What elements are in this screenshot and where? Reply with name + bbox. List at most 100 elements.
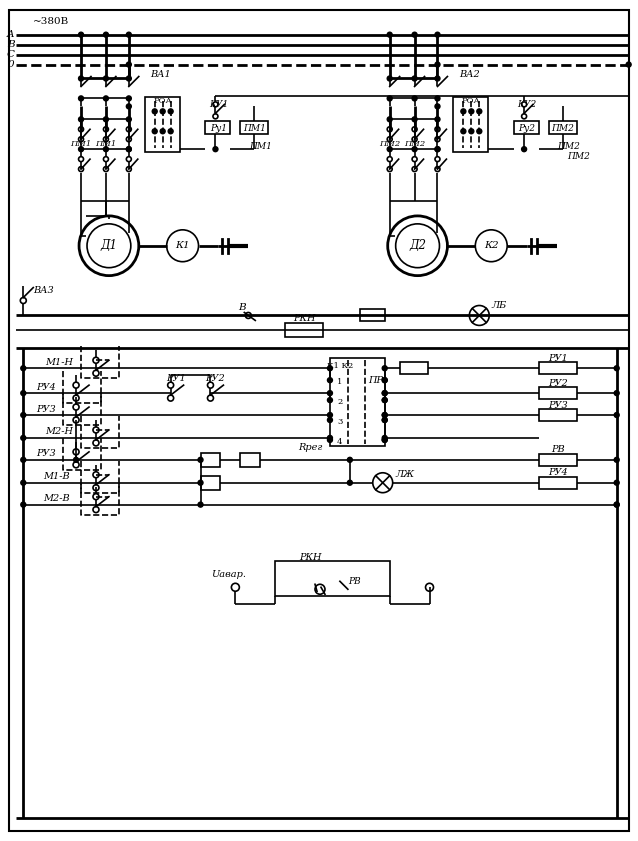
Text: 3: 3 <box>338 418 343 426</box>
Circle shape <box>412 146 417 151</box>
Text: 4: 4 <box>337 438 343 446</box>
Circle shape <box>412 156 417 161</box>
Circle shape <box>21 436 26 441</box>
Circle shape <box>78 167 84 172</box>
Circle shape <box>93 506 99 513</box>
Circle shape <box>435 146 440 151</box>
Bar <box>145 98 180 152</box>
Circle shape <box>103 167 108 172</box>
Circle shape <box>126 167 131 172</box>
Circle shape <box>522 114 526 119</box>
Text: ЛЖ: ЛЖ <box>395 470 414 479</box>
Circle shape <box>522 146 526 151</box>
Text: КУ1: КУ1 <box>209 100 228 108</box>
Text: РУ1: РУ1 <box>166 373 186 383</box>
Circle shape <box>327 378 332 383</box>
Circle shape <box>412 32 417 37</box>
Circle shape <box>93 494 99 500</box>
Bar <box>275 562 390 596</box>
Circle shape <box>387 146 392 151</box>
Circle shape <box>435 167 440 172</box>
Circle shape <box>198 502 203 507</box>
Circle shape <box>412 167 417 172</box>
Bar <box>241 452 260 467</box>
Circle shape <box>78 32 84 37</box>
Text: РВ: РВ <box>551 446 565 454</box>
Circle shape <box>396 224 440 267</box>
Bar <box>360 309 385 321</box>
Text: РУ4: РУ4 <box>548 468 568 478</box>
Bar <box>539 477 577 489</box>
Circle shape <box>614 390 619 395</box>
Text: РУ4: РУ4 <box>36 383 56 392</box>
Circle shape <box>93 370 99 376</box>
Circle shape <box>213 146 218 151</box>
Circle shape <box>73 462 79 468</box>
Circle shape <box>160 129 165 134</box>
Circle shape <box>382 378 387 383</box>
Circle shape <box>198 480 203 485</box>
Circle shape <box>477 108 482 114</box>
Text: ВА3: ВА3 <box>33 286 54 295</box>
Circle shape <box>126 137 131 142</box>
Circle shape <box>21 390 26 395</box>
Circle shape <box>103 117 108 122</box>
Circle shape <box>461 129 466 134</box>
Text: Uавар.: Uавар. <box>211 570 246 579</box>
Circle shape <box>470 305 489 325</box>
Circle shape <box>387 32 392 37</box>
Circle shape <box>207 395 214 401</box>
Circle shape <box>126 32 131 37</box>
Text: ПМ1: ПМ1 <box>95 140 117 148</box>
Text: ВА2: ВА2 <box>459 70 480 79</box>
Circle shape <box>469 129 474 134</box>
Text: ПМ2: ПМ2 <box>567 151 590 161</box>
Text: ПМ1: ПМ1 <box>249 141 272 151</box>
Circle shape <box>103 96 108 101</box>
Circle shape <box>152 108 157 114</box>
Circle shape <box>426 584 433 591</box>
Circle shape <box>382 437 387 442</box>
Circle shape <box>387 76 392 81</box>
Circle shape <box>78 117 84 122</box>
Circle shape <box>315 584 325 595</box>
Text: М2-Н: М2-Н <box>45 427 73 436</box>
Circle shape <box>469 108 474 114</box>
Bar <box>454 98 488 152</box>
Circle shape <box>126 127 131 132</box>
Circle shape <box>435 117 440 122</box>
Circle shape <box>412 137 417 142</box>
Text: Rрег: Rрег <box>298 443 322 452</box>
Circle shape <box>213 102 218 107</box>
Circle shape <box>435 146 440 151</box>
Circle shape <box>382 417 387 422</box>
Circle shape <box>168 395 174 401</box>
Circle shape <box>21 480 26 485</box>
Circle shape <box>93 484 99 490</box>
Text: B: B <box>7 40 14 49</box>
Circle shape <box>168 129 173 134</box>
Circle shape <box>461 108 466 114</box>
Circle shape <box>246 313 251 319</box>
Circle shape <box>126 146 131 151</box>
Circle shape <box>327 437 332 442</box>
Circle shape <box>327 366 332 371</box>
Circle shape <box>78 96 84 101</box>
Text: КУ2: КУ2 <box>517 100 537 108</box>
Circle shape <box>382 398 387 403</box>
Text: ВА1: ВА1 <box>151 70 171 79</box>
Circle shape <box>103 32 108 37</box>
Text: ПМ1: ПМ1 <box>243 124 265 133</box>
Text: РУ3: РУ3 <box>36 449 56 458</box>
Text: Д1: Д1 <box>100 239 117 252</box>
Circle shape <box>387 156 392 161</box>
Text: РУ2: РУ2 <box>205 373 225 383</box>
Circle shape <box>168 108 173 114</box>
Circle shape <box>126 62 131 67</box>
Circle shape <box>87 224 131 267</box>
Circle shape <box>327 436 332 441</box>
Text: РОА: РОА <box>462 98 481 105</box>
Bar <box>549 121 577 135</box>
Circle shape <box>382 398 387 403</box>
Circle shape <box>73 395 79 401</box>
